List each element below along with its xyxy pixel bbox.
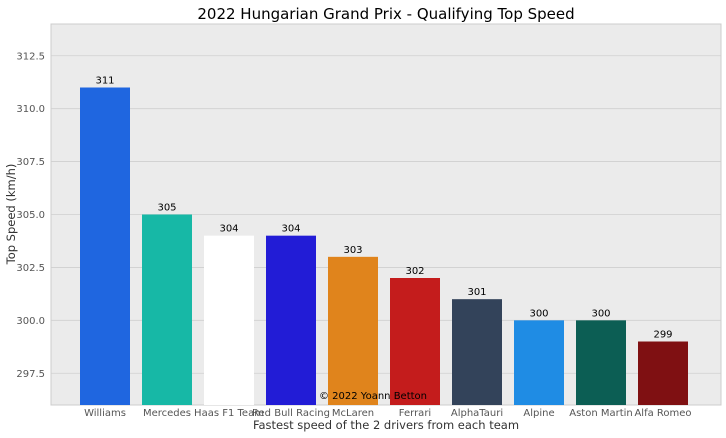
x-tick-label: Aston Martin [569,408,633,419]
bars [80,87,688,405]
y-axis-label: Top Speed (km/h) [4,164,18,266]
x-tick-label: McLaren [332,408,374,419]
y-tick-label: 305.0 [16,210,45,221]
credit-annotation: © 2022 Yoann Betton [319,391,427,402]
x-tick-label: AlphaTauri [451,408,503,419]
x-tick-label: Ferrari [399,408,431,419]
bar-value-label: 311 [95,76,114,87]
x-tick-label: Alpine [523,408,554,419]
bar-ferrari [390,278,440,405]
y-tick-label: 307.5 [16,157,45,168]
bar-value-label: 304 [281,224,300,235]
y-tick-labels: 297.5 300.0 302.5 305.0 307.5 310.0 312.5 [16,51,45,380]
bar-aston-martin [576,320,626,405]
bar-value-label: 303 [343,245,362,256]
bar-value-label: 301 [467,287,486,298]
bar-alpine [514,320,564,405]
x-tick-label: Alfa Romeo [634,408,691,419]
x-tick-label: Red Bull Racing [252,408,330,419]
bar-value-labels: 311 305 304 304 303 302 301 300 300 299 [95,76,672,341]
x-tick-label: Williams [84,408,126,419]
bar-value-label: 305 [157,203,176,214]
x-axis-label: Fastest speed of the 2 drivers from each… [253,418,519,432]
y-tick-label: 297.5 [16,369,45,380]
x-tick-label: Haas F1 Team [194,408,264,419]
y-tick-label: 312.5 [16,51,45,62]
bar-alfa-romeo [638,341,688,405]
bar-value-label: 300 [529,308,548,319]
bar-alphatauri [452,299,502,405]
y-tick-label: 300.0 [16,316,45,327]
x-tick-label: Mercedes [143,408,191,419]
bar-williams [80,87,130,405]
bar-mercedes [142,214,192,405]
bar-haas-f1-team [204,235,254,405]
y-tick-label: 310.0 [16,104,45,115]
bar-mclaren [328,256,378,405]
bar-value-label: 302 [405,266,424,277]
bar-value-label: 300 [591,308,610,319]
chart-title: 2022 Hungarian Grand Prix - Qualifying T… [197,5,574,23]
y-tick-label: 302.5 [16,263,45,274]
bar-value-label: 304 [219,224,238,235]
bar-value-label: 299 [653,330,672,341]
bar-red-bull-racing [266,235,316,405]
